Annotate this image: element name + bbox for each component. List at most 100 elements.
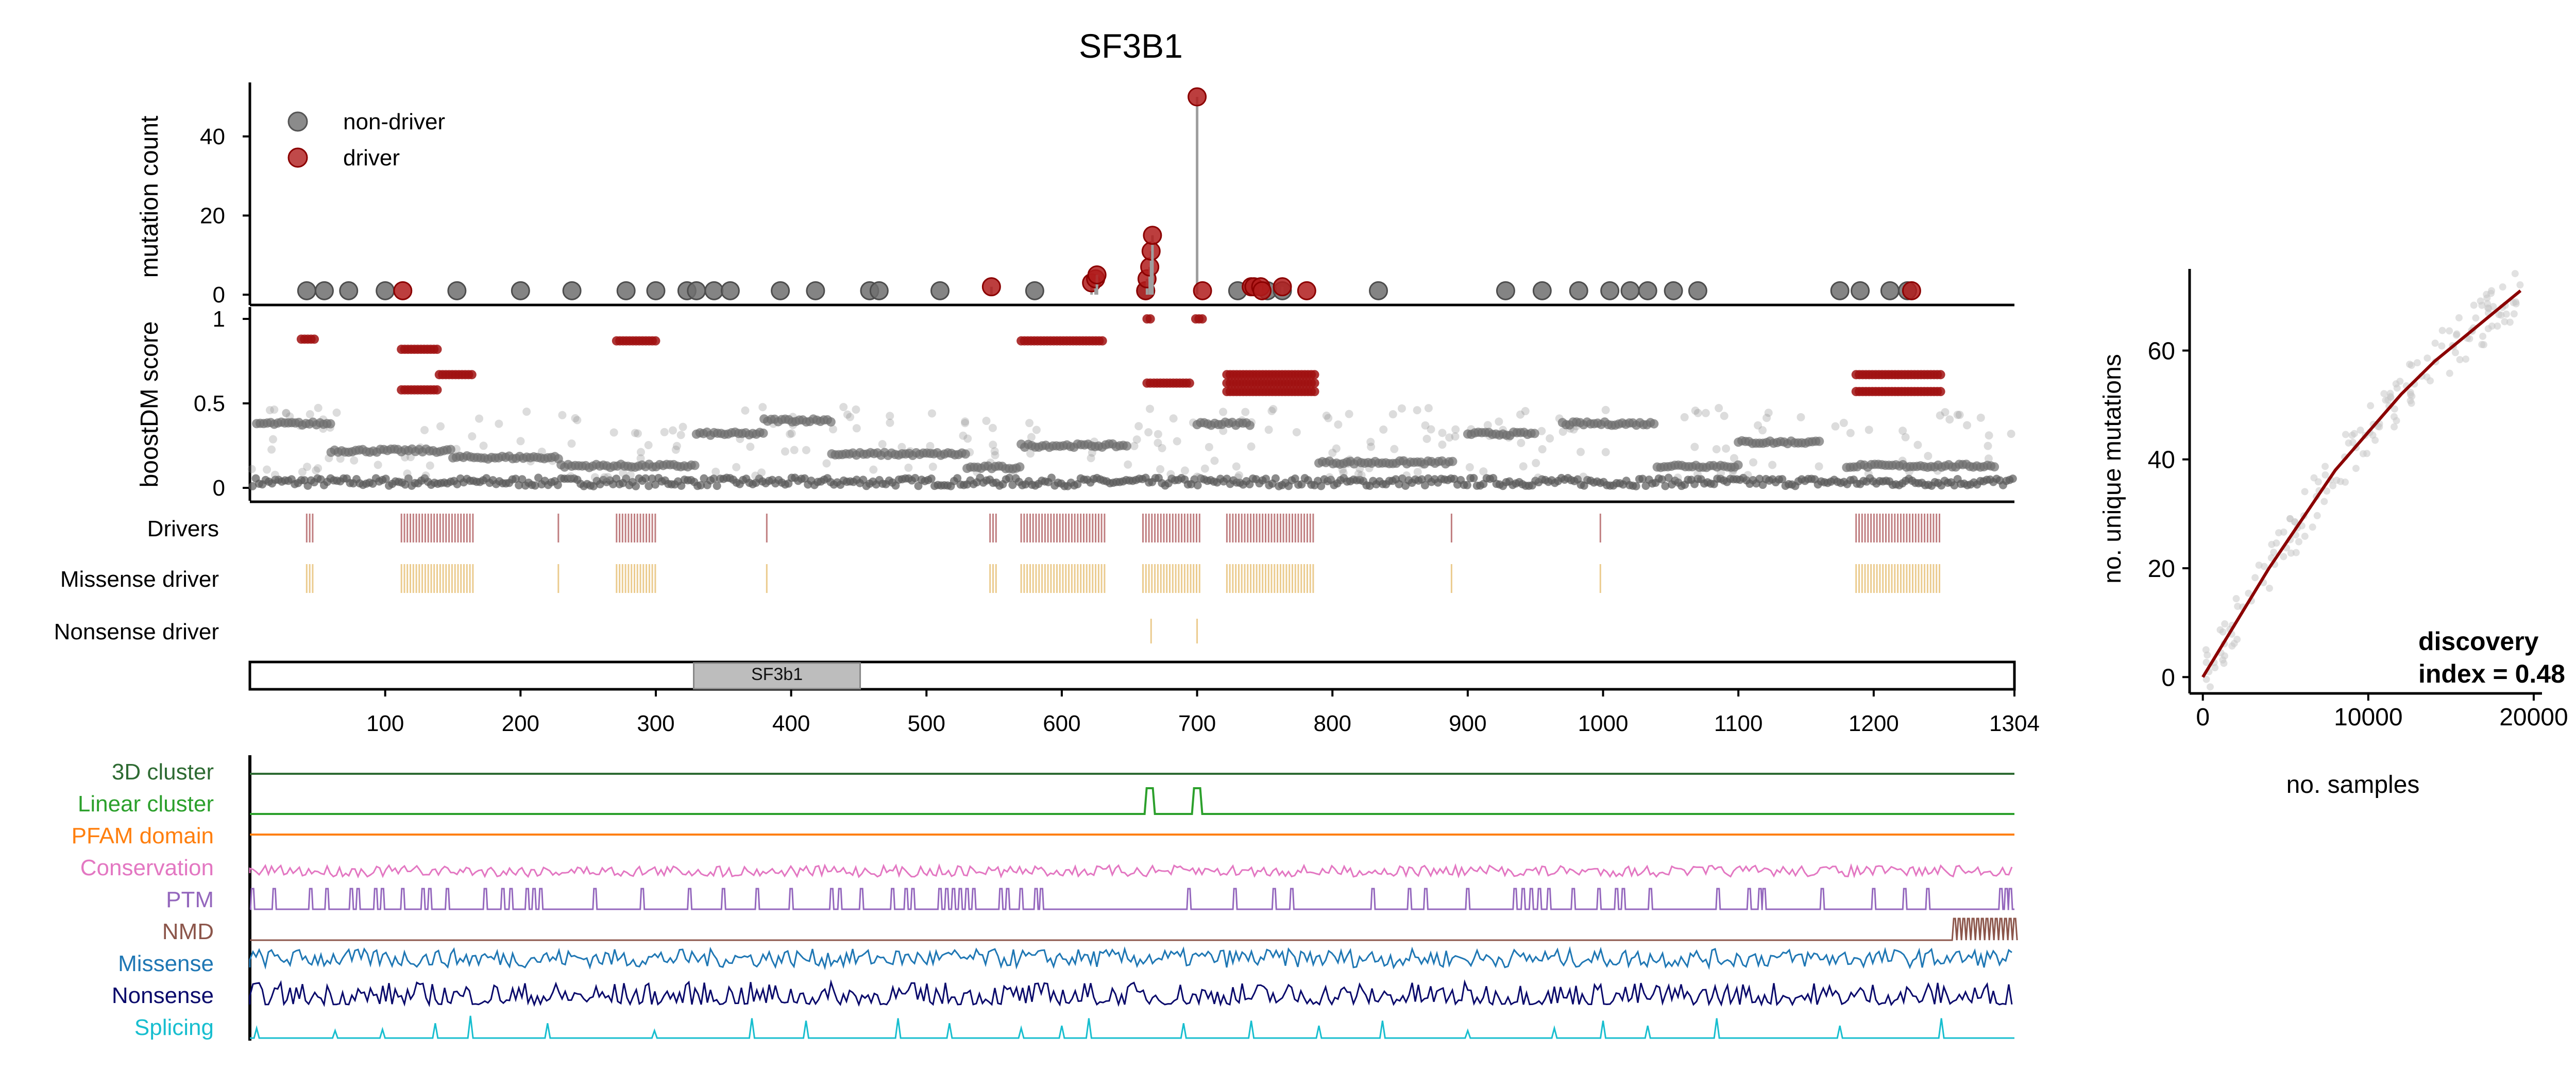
nondriver-score-point [609,428,618,437]
nondriver-score-point [1345,410,1353,418]
subsample-point [2506,318,2514,326]
nondriver-score-point [567,439,576,448]
nondriver-score-point [1664,473,1673,482]
subsample-point [2206,683,2214,691]
driver-lollipop [1140,257,1160,277]
nondriver-score-point [802,446,810,454]
subsample-point [2494,322,2501,330]
driver-lollipop [1297,281,1316,300]
nondriver-score-point [1379,425,1388,434]
subsample-point [2512,300,2520,308]
subsample-point [2380,390,2388,398]
nondriver-score-point [633,429,642,438]
nondriver-score-point [516,437,525,446]
nondriver-score-point [926,441,935,450]
nondriver-score-point [1743,471,1752,480]
nondriver-score-point [1134,422,1143,431]
nondriver-score-point [420,426,429,434]
feature-track-label: Nonsense [112,983,214,1008]
driver-lollipop [1273,277,1292,297]
nondriver-score-point [1693,409,1702,417]
nondriver-score-point [963,434,972,443]
nondriver-score-point [960,449,970,459]
nondriver-score-point [1831,422,1840,431]
nondriver-score-point [426,461,434,470]
nondriver-lollipop [297,281,316,300]
nondriver-score-point [886,418,894,427]
nondriver-lollipop [720,281,740,300]
subsample-point [2479,332,2487,340]
subsample-point [2287,549,2295,557]
rug-track-label: Nonsense driver [54,619,219,644]
subsample-point [2220,659,2228,667]
subsample-point [2265,584,2273,592]
nondriver-score-point [991,451,999,460]
position-x-tick-label: 600 [1043,711,1080,736]
subsample-point [2268,540,2276,548]
subsample-point [2478,341,2486,348]
nondriver-score-point [1122,441,1131,451]
nondriver-score-point [852,405,860,414]
nondriver-score-point [1984,441,1992,450]
nondriver-score-point [852,424,861,433]
nondriver-score-point [1733,460,1743,470]
driver-score-point [1310,378,1319,388]
nondriver-lollipop [616,281,636,300]
driver-lollipop [1141,242,1161,261]
boostdm-y-tick-label: 0.5 [194,391,225,416]
nondriver-score-point [1715,404,1723,413]
nondriver-score-point [267,445,276,454]
subsample-point [2391,405,2398,413]
nondriver-score-point [1913,440,1922,449]
feature-track-label: Linear cluster [78,791,214,817]
nondriver-score-point [401,480,410,489]
driver-score-point [1310,387,1319,397]
subsample-point [2270,549,2278,556]
nondriver-score-point [1169,414,1178,423]
nondriver-score-point [677,481,686,490]
nondriver-score-point [1864,469,1873,478]
subsample-point [2216,626,2224,634]
rug-track-label: Missense driver [60,567,219,592]
nondriver-score-point [1865,426,1873,434]
subsample-point [2348,432,2356,439]
nondriver-score-point [1479,467,1488,476]
position-x-tick-label: 800 [1314,711,1351,736]
nondriver-lollipop [1369,281,1388,300]
nondriver-score-point [531,481,539,490]
nondriver-score-point [1245,420,1255,430]
nondriver-score-point [1235,471,1244,480]
nondriver-score-point [1516,410,1524,419]
driver-score-point [1145,314,1155,324]
discovery-y-tick-label: 60 [2148,337,2175,365]
subsample-point [2376,423,2383,431]
subsample-point [2367,402,2375,410]
nondriver-lollipop [314,281,334,300]
nondriver-score-point [676,431,685,439]
nondriver-score-point [758,403,767,412]
driver-score-point [310,334,319,344]
discovery-y-tick-label: 40 [2148,447,2175,474]
subsample-point [2309,523,2316,531]
nondriver-score-point [1047,473,1056,482]
subsample-point [2391,423,2398,431]
domain-panel: SF3b1 100 200 300 400 500 600 700 800 900 1000 1100… [248,660,2040,736]
nondriver-score-point [1530,429,1539,438]
nondriver-score-point [645,482,653,490]
subsample-point [2510,310,2518,318]
subsample-point [2453,330,2461,338]
position-x-tick-label: 700 [1178,711,1216,736]
nondriver-lollipop [562,281,582,300]
nondriver-score-point [1397,404,1406,413]
driver-lollipop [1252,281,1272,300]
subsample-point [2501,318,2509,326]
nondriver-score-point [1558,427,1567,436]
nondriver-score-point [787,429,796,438]
nondriver-score-point [1027,433,1036,441]
nondriver-score-point [1941,408,1950,417]
subsample-point [2313,512,2321,519]
nondriver-score-point [270,470,279,479]
nondriver-lollipop [1569,281,1588,300]
subsample-point [2396,378,2404,385]
discovery-x-tick-label: 20000 [2499,704,2568,731]
